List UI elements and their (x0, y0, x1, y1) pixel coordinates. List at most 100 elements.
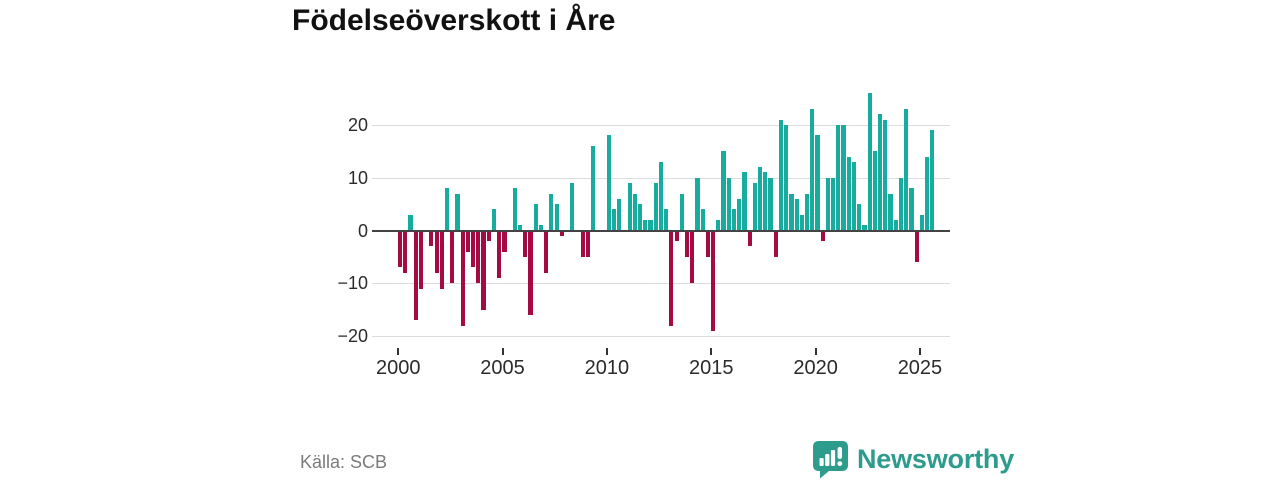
bar-2020-q1 (815, 135, 820, 231)
bar-2000-q2 (403, 230, 408, 273)
bar-2000-q3 (408, 214, 413, 231)
bar-2020-q3 (825, 177, 831, 231)
bar-2023-q1 (878, 114, 883, 231)
bar-2007-q3 (554, 204, 559, 231)
bar-2006-q4 (538, 225, 544, 231)
bar-2006-q1 (523, 230, 528, 257)
bar-2024-q3 (909, 188, 914, 231)
bar-2017-q3 (763, 172, 768, 231)
bar-2002-q2 (444, 188, 450, 231)
bar-2014-q1 (690, 230, 695, 284)
x-axis-tick (814, 348, 817, 355)
bar-2015-q4 (726, 177, 731, 231)
x-axis-label: 2010 (584, 357, 630, 379)
bar-2010-q1 (606, 135, 611, 231)
bar-2018-q4 (789, 193, 794, 231)
bar-2001-q1 (418, 230, 424, 289)
x-axis-label: 2000 (375, 357, 421, 379)
bar-2012-q2 (653, 182, 658, 231)
bar-2022-q2 (862, 225, 867, 231)
bar-2011-q1 (627, 182, 632, 231)
x-axis-tick (710, 348, 713, 355)
source-caption: Källa: SCB (300, 452, 388, 472)
bar-2014-q4 (705, 230, 711, 257)
bar-2021-q4 (851, 161, 857, 231)
bar-2011-q4 (643, 219, 648, 231)
x-axis-label: 2015 (689, 357, 734, 379)
bar-2024-q4 (914, 230, 919, 263)
bar-2009-q1 (585, 230, 591, 257)
bar-2005-q3 (512, 188, 517, 231)
chart-area: 20 10 0 −10 −20 2000 2005 2010 2015 2020 2025 (322, 85, 980, 387)
bar-2012-q3 (658, 161, 664, 231)
bar-2002-q4 (455, 193, 460, 231)
bar-2021-q2 (841, 124, 846, 231)
bar-2025-q1 (919, 214, 924, 231)
bar-2012-q1 (648, 219, 653, 231)
bar-2024-q1 (898, 177, 904, 231)
bar-2000-q4 (413, 230, 418, 321)
bar-2010-q3 (617, 198, 622, 231)
gridline (372, 124, 950, 126)
newsworthy-logo: Newsworthy (812, 439, 1014, 479)
bar-2023-q3 (888, 193, 893, 231)
bar-2005-q4 (518, 225, 523, 231)
bar-2022-q4 (872, 151, 877, 231)
bar-2006-q3 (533, 204, 538, 231)
newsworthy-logo-icon (812, 440, 849, 479)
y-axis-label: −10 (337, 273, 368, 294)
bar-2003-q4 (476, 230, 481, 284)
bar-2003-q1 (460, 230, 465, 326)
bar-2008-q4 (580, 230, 585, 257)
bar-2013-q3 (679, 193, 684, 231)
bar-2018-q3 (784, 124, 789, 231)
bar-2013-q1 (669, 230, 674, 326)
y-axis-label: −20 (337, 326, 368, 347)
bar-2023-q4 (893, 219, 898, 231)
bar-2015-q3 (721, 151, 726, 231)
bar-2004-q1 (481, 230, 486, 310)
bar-2024-q2 (904, 109, 909, 231)
bar-2012-q4 (664, 209, 669, 231)
bar-2016-q2 (737, 198, 742, 231)
bar-2006-q2 (528, 230, 533, 315)
bar-2019-q3 (804, 193, 810, 231)
bar-2004-q4 (497, 230, 502, 279)
bar-2016-q3 (742, 172, 747, 231)
newsworthy-logo-text: Newsworthy (857, 443, 1015, 474)
bar-2000-q1 (398, 230, 403, 268)
bar-2018-q2 (778, 119, 784, 231)
x-axis-label: 2005 (480, 357, 525, 379)
bar-2013-q2 (674, 230, 679, 242)
bar-2017-q2 (758, 167, 763, 231)
x-axis-tick (605, 348, 608, 355)
bar-2021-q3 (846, 156, 851, 231)
bar-2019-q1 (794, 198, 799, 231)
bar-2001-q3 (429, 230, 434, 247)
bar-2018-q1 (773, 230, 778, 257)
bar-2003-q2 (465, 230, 470, 252)
bar-2020-q4 (831, 177, 836, 231)
bar-2009-q2 (591, 146, 596, 231)
bar-2020-q2 (820, 230, 825, 242)
bar-2002-q3 (450, 230, 455, 284)
bar-2014-q2 (695, 177, 700, 231)
zero-line (372, 229, 950, 232)
y-axis-label: 0 (357, 220, 368, 241)
gridline (372, 336, 950, 338)
x-axis-label: 2025 (897, 357, 943, 379)
bar-2017-q4 (768, 177, 773, 231)
bar-2007-q1 (544, 230, 549, 273)
bar-2008-q2 (570, 182, 575, 231)
bar-2023-q2 (883, 119, 888, 231)
bar-2022-q1 (857, 204, 862, 231)
bar-2011-q2 (632, 193, 637, 231)
bar-2011-q3 (638, 204, 643, 231)
bar-2004-q2 (486, 230, 491, 242)
x-axis-label: 2020 (793, 357, 838, 379)
y-axis-label: 20 (347, 114, 368, 135)
x-axis-tick (501, 348, 504, 355)
bar-2017-q1 (752, 182, 757, 231)
x-axis-tick (918, 348, 921, 355)
bar-2022-q3 (867, 93, 872, 231)
